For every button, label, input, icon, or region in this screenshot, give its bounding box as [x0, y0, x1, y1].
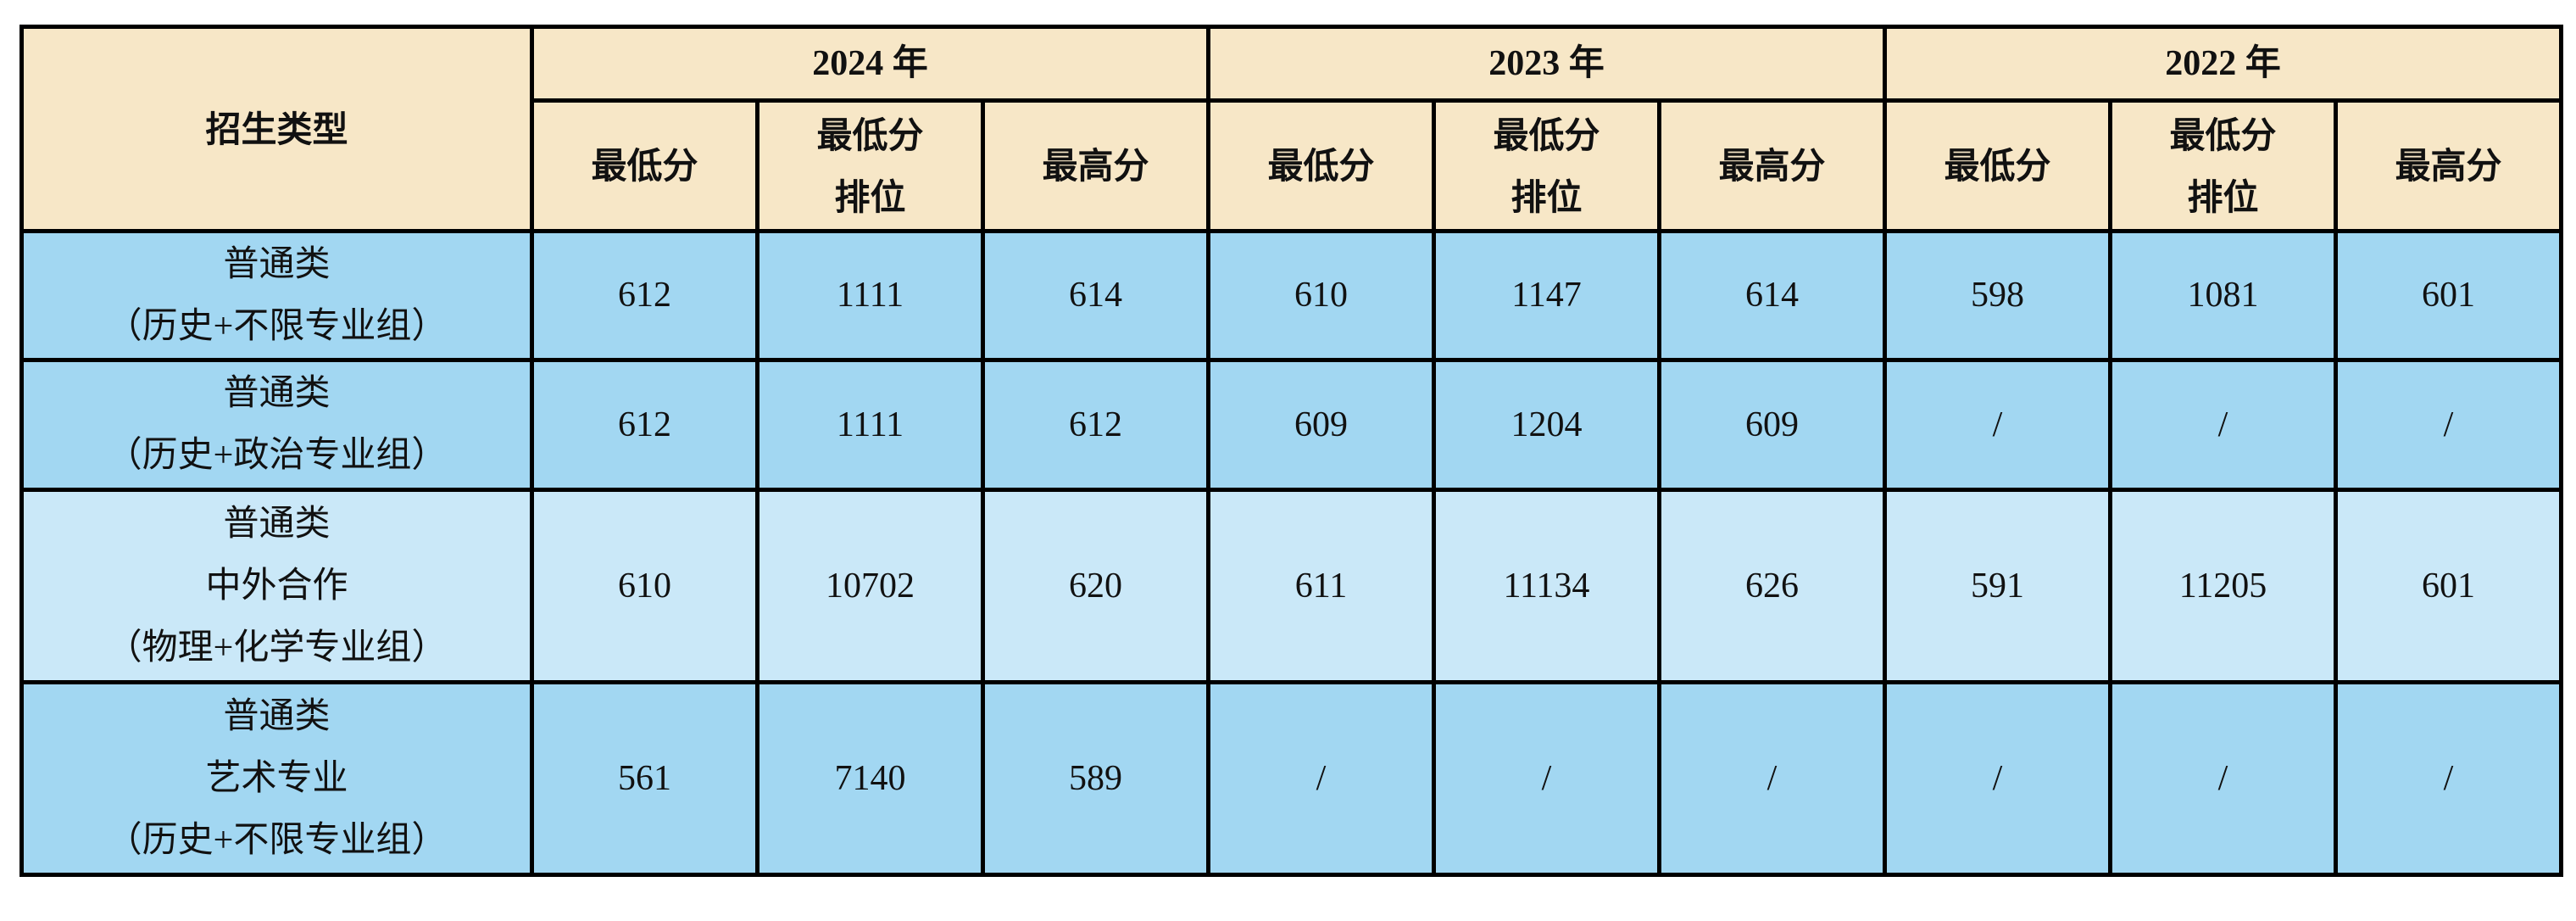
cell-line: （历史+政治专业组）	[106, 436, 448, 475]
column-header: 最低分	[1206, 98, 1436, 233]
cell-value: /	[2334, 680, 2563, 877]
cell-line: 排位	[2187, 176, 2259, 218]
header-text: 招生类型	[205, 108, 348, 150]
cell-line: （历史+不限专业组）	[106, 820, 448, 860]
cell-value: 7140	[755, 680, 985, 877]
year-text: 2022 年	[2165, 43, 2281, 83]
cell-value: 1081	[2108, 229, 2338, 362]
cell-line: 普通类	[223, 504, 331, 544]
cell-value: 626	[1657, 488, 1887, 684]
year-header: 2022 年	[1883, 25, 2563, 103]
cell-line: 最低分	[1493, 114, 1600, 156]
cell-value: 1111	[755, 358, 985, 492]
column-header: 最低分 排位	[755, 98, 985, 233]
cell-value: 612	[981, 358, 1210, 492]
cell-line: 中外合作	[205, 566, 348, 606]
column-header: 最高分	[1657, 98, 1887, 233]
column-header: 最高分	[981, 98, 1210, 233]
column-header: 最低分	[1883, 98, 2112, 233]
row-label: 普通类艺术专业 （历史+不限专业组）	[19, 680, 534, 877]
cell-value: 561	[530, 680, 759, 877]
row-label: 普通类 （历史+政治专业组）	[19, 358, 534, 492]
cell-line: （历史+不限专业组）	[106, 306, 448, 346]
column-header: 最低分 排位	[1432, 98, 1661, 233]
cell-value: /	[2108, 358, 2338, 492]
cell-value: 591	[1883, 488, 2112, 684]
column-header: 最低分 排位	[2108, 98, 2338, 233]
cell-value: 10702	[755, 488, 985, 684]
cell-value: 620	[981, 488, 1210, 684]
cell-value: /	[2334, 358, 2563, 492]
cell-line: 最高分	[2395, 145, 2502, 187]
cell-value: 611	[1206, 488, 1436, 684]
data-row: 普通类中外合作 （物理+化学专业组） 610 10702 620 611 11134 626 5…	[19, 488, 2563, 684]
cell-line: 艺术专业	[205, 758, 348, 798]
cell-value: 612	[530, 358, 759, 492]
cell-value: 601	[2334, 229, 2563, 362]
cell-value: 610	[530, 488, 759, 684]
cell-line: 普通类	[223, 244, 331, 284]
cell-line: （物理+化学专业组）	[106, 628, 448, 667]
cell-line: 排位	[834, 176, 906, 218]
year-header: 2023 年	[1206, 25, 1887, 103]
cell-value: 1111	[755, 229, 985, 362]
cell-line: 最低分	[2169, 114, 2277, 156]
cell-value: /	[1657, 680, 1887, 877]
row-label: 普通类中外合作 （物理+化学专业组）	[19, 488, 534, 684]
cell-value: /	[1883, 680, 2112, 877]
cell-line: 最低分	[1944, 145, 2051, 187]
column-header: 最低分	[530, 98, 759, 233]
column-header: 最高分	[2334, 98, 2563, 233]
cell-value: 598	[1883, 229, 2112, 362]
cell-value: 610	[1206, 229, 1436, 362]
cell-value: 612	[530, 229, 759, 362]
cell-line: 最高分	[1042, 145, 1149, 187]
cell-value: 609	[1206, 358, 1436, 492]
category-header: 招生类型	[19, 25, 534, 233]
score-table: 招生类型 2024 年 2023 年 2022 年 最低分 最低分 排位 最高分 最低分 最低…	[19, 25, 2563, 877]
cell-line: 最低分	[591, 145, 698, 187]
cell-value: 1147	[1432, 229, 1661, 362]
cell-line: 最低分	[816, 114, 924, 156]
year-header: 2024 年	[530, 25, 1210, 103]
cell-line: 普通类	[223, 696, 331, 736]
cell-value: /	[2108, 680, 2338, 877]
cell-value: /	[1206, 680, 1436, 877]
cell-value: 614	[1657, 229, 1887, 362]
cell-value: 601	[2334, 488, 2563, 684]
cell-value: 1204	[1432, 358, 1661, 492]
cell-line: 最高分	[1718, 145, 1826, 187]
cell-line: 最低分	[1267, 145, 1375, 187]
cell-line: 排位	[1511, 176, 1583, 218]
header-row: 最低分 最低分 排位 最高分 最低分 最低分 排位 最高分 最低分 最低分 排位 最高分	[22, 98, 2563, 233]
cell-value: 11134	[1432, 488, 1661, 684]
data-row: 普通类 艺术专业 （历史+不限专业组） 561 7140 589// / / / /	[19, 680, 2563, 877]
cell-value: 589	[981, 680, 1210, 877]
data-row: 普通类 （历史+不限专业组） 612 1111 614 610 1147 614 598 1081…	[19, 229, 2563, 362]
row-label: 普通类 （历史+不限专业组）	[19, 229, 534, 362]
cell-value: /	[1883, 358, 2112, 492]
year-text: 2023 年	[1488, 43, 1605, 83]
data-row: 普通类 （历史+政治专业组） 612 1111 612 609 1204 609// /	[19, 358, 2563, 492]
cell-value: 11205	[2108, 488, 2338, 684]
header-row: 招生类型 2024 年 2023 年 2022 年	[19, 25, 2563, 233]
cell-value: 609	[1657, 358, 1887, 492]
cell-line: 普通类	[223, 374, 331, 413]
cell-value: /	[1432, 680, 1661, 877]
cell-value: 614	[981, 229, 1210, 362]
year-text: 2024 年	[812, 43, 928, 83]
